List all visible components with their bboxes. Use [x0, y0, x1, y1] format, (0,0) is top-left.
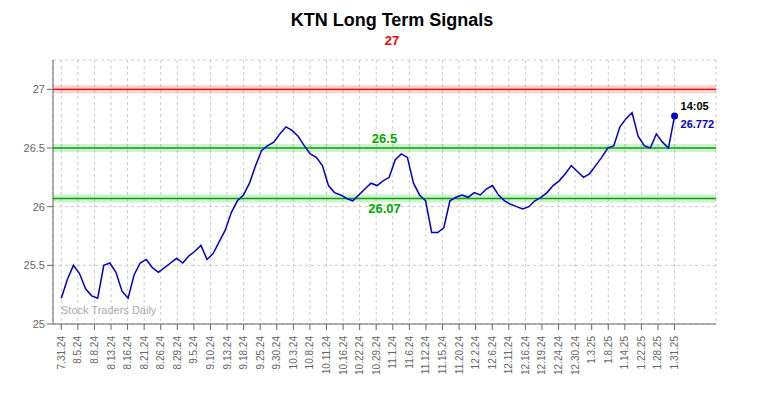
- svg-text:26.5: 26.5: [372, 131, 397, 146]
- svg-text:14:05: 14:05: [681, 100, 709, 112]
- svg-text:12.6.24: 12.6.24: [487, 336, 498, 370]
- svg-text:26: 26: [33, 201, 45, 213]
- svg-text:8.21.24: 8.21.24: [139, 336, 150, 370]
- svg-text:12.19.24: 12.19.24: [536, 336, 547, 375]
- svg-text:1.31.25: 1.31.25: [669, 336, 680, 370]
- svg-text:11.15.24: 11.15.24: [437, 336, 448, 375]
- svg-text:8.29.24: 8.29.24: [172, 336, 183, 370]
- svg-text:9.10.24: 9.10.24: [205, 336, 216, 370]
- svg-text:1.14.25: 1.14.25: [619, 336, 630, 370]
- svg-text:10.29.24: 10.29.24: [371, 336, 382, 375]
- svg-text:8.26.24: 8.26.24: [155, 336, 166, 370]
- svg-text:12.16.24: 12.16.24: [520, 336, 531, 375]
- svg-text:11.6.24: 11.6.24: [404, 336, 415, 369]
- svg-text:25.5: 25.5: [24, 259, 45, 271]
- svg-text:9.30.24: 9.30.24: [271, 336, 282, 370]
- svg-text:9.13.24: 9.13.24: [222, 336, 233, 370]
- svg-text:26.07: 26.07: [368, 201, 401, 216]
- svg-text:7.31.24: 7.31.24: [56, 336, 67, 370]
- svg-text:1.8.25: 1.8.25: [603, 336, 614, 364]
- svg-text:12.2.24: 12.2.24: [470, 336, 481, 370]
- svg-text:10.11.24: 10.11.24: [321, 336, 332, 375]
- svg-text:9.25.24: 9.25.24: [255, 336, 266, 370]
- svg-text:26.772: 26.772: [681, 118, 715, 130]
- svg-text:10.8.24: 10.8.24: [304, 336, 315, 370]
- svg-text:8.5.24: 8.5.24: [72, 336, 83, 364]
- svg-text:11.1.24: 11.1.24: [387, 336, 398, 369]
- svg-text:10.22.24: 10.22.24: [354, 336, 365, 375]
- svg-text:12.11.24: 12.11.24: [503, 336, 514, 375]
- svg-text:1.28.25: 1.28.25: [652, 336, 663, 370]
- svg-text:12.30.24: 12.30.24: [570, 336, 581, 375]
- svg-text:1.3.25: 1.3.25: [586, 336, 597, 364]
- svg-text:8.8.24: 8.8.24: [89, 336, 100, 364]
- svg-text:11.12.24: 11.12.24: [420, 336, 431, 375]
- html-text:KTN Long Term Signals: KTN Long Term Signals: [290, 10, 494, 30]
- svg-text:8.13.24: 8.13.24: [106, 336, 117, 370]
- svg-text:26.5: 26.5: [24, 142, 45, 154]
- svg-text:10.3.24: 10.3.24: [288, 336, 299, 370]
- svg-text:10.16.24: 10.16.24: [338, 336, 349, 375]
- svg-text:25: 25: [33, 318, 45, 330]
- html-text:27: 27: [384, 33, 400, 48]
- svg-text:27: 27: [33, 83, 45, 95]
- svg-text:9.5.24: 9.5.24: [188, 336, 199, 364]
- html-text:Stock Traders Daily: Stock Traders Daily: [61, 304, 157, 316]
- svg-text:12.24.24: 12.24.24: [553, 336, 564, 375]
- svg-text:9.18.24: 9.18.24: [238, 336, 249, 370]
- svg-text:11.20.24: 11.20.24: [454, 336, 465, 375]
- svg-text:8.16.24: 8.16.24: [122, 336, 133, 370]
- svg-text:1.22.25: 1.22.25: [636, 336, 647, 370]
